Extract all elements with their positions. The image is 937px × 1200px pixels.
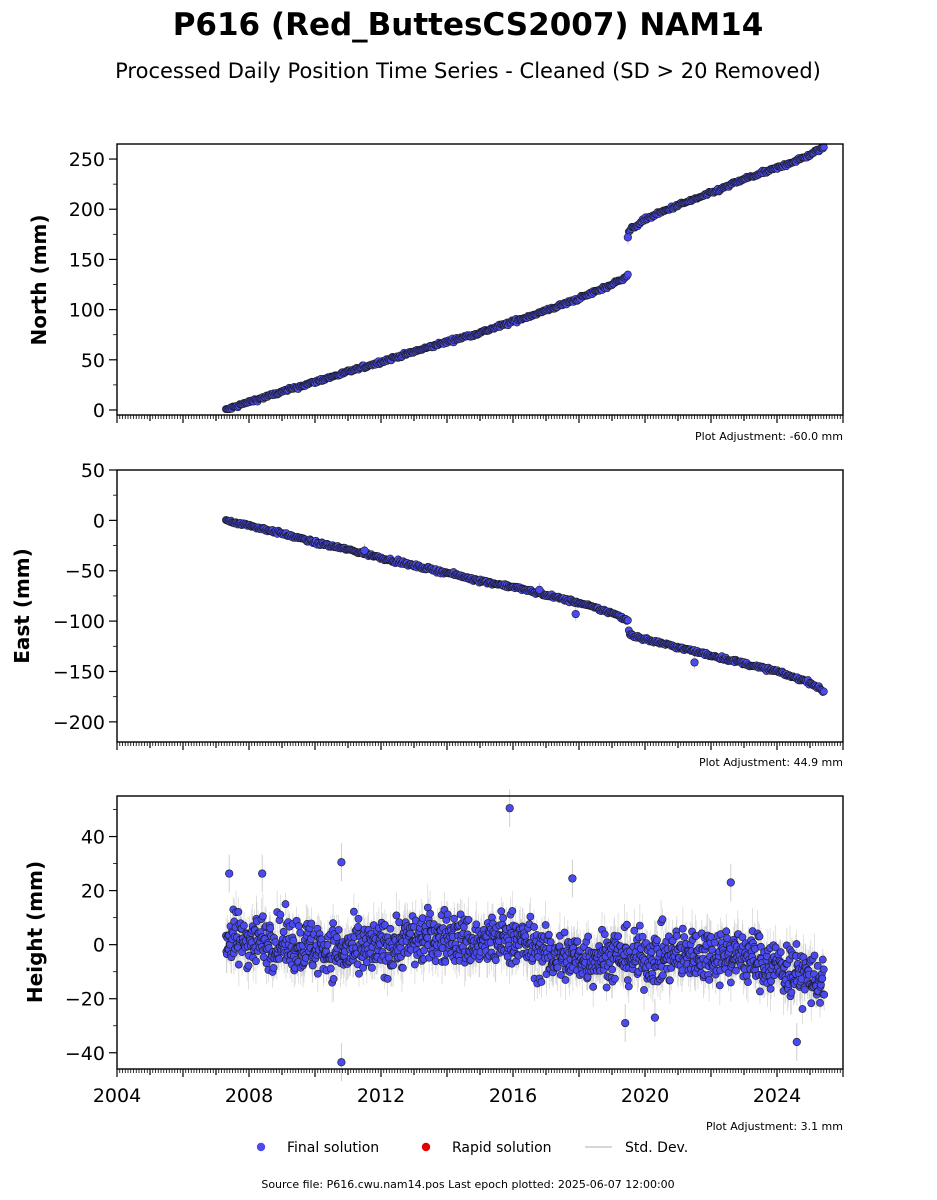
y-tick-label: −50 — [65, 561, 105, 583]
x-tick-label: 2012 — [357, 1085, 405, 1107]
2-final-solution-points — [221, 804, 829, 1067]
x-tick-label: 2024 — [753, 1085, 801, 1107]
y-tick-label: 40 — [81, 827, 105, 849]
final-point — [398, 963, 407, 972]
final-point — [326, 964, 335, 973]
final-point — [289, 936, 298, 945]
final-point — [234, 960, 243, 969]
final-point — [392, 911, 401, 920]
x-tick-label: 2008 — [225, 1085, 273, 1107]
outlier-point — [360, 546, 369, 555]
figure-subtitle: Processed Daily Position Time Series - C… — [115, 59, 821, 83]
final-point — [308, 961, 317, 970]
final-point — [294, 922, 303, 930]
y-tick-label: 20 — [81, 881, 105, 903]
east-axis-label: East (mm) — [10, 548, 34, 664]
1-final-solution-points — [221, 516, 828, 696]
final-point — [353, 960, 362, 969]
final-point — [623, 616, 632, 625]
y-tick-label: 200 — [69, 199, 105, 221]
final-point — [354, 914, 363, 923]
final-point — [307, 919, 316, 928]
y-tick-label: −100 — [53, 611, 105, 633]
final-point — [258, 912, 267, 921]
outlier-point — [571, 609, 580, 619]
east-plot-adjustment: Plot Adjustment: 44.9 mm — [699, 756, 843, 769]
y-tick-label: 0 — [93, 510, 105, 532]
final-point — [234, 907, 243, 916]
final-point — [623, 270, 632, 279]
final-point — [354, 923, 362, 931]
east-panel: 50 0 −50 −100 −150 −200 East (mm) Plot Adjust… — [10, 460, 844, 769]
y-tick-label: −150 — [53, 661, 105, 683]
x-tick-label: 2004 — [93, 1085, 141, 1107]
final-point — [281, 900, 290, 908]
final-point — [240, 921, 248, 930]
y-tick-label: 250 — [69, 149, 105, 171]
final-point — [252, 957, 260, 966]
y-tick-label: 50 — [81, 460, 105, 482]
final-point — [323, 940, 332, 949]
final-point — [266, 924, 275, 933]
final-point — [819, 687, 828, 696]
final-point — [383, 974, 392, 983]
east-plot-area: 50 0 −50 −100 −150 −200 — [53, 460, 844, 750]
y-tick-label: 150 — [69, 249, 105, 271]
final-point — [386, 924, 395, 933]
final-point — [276, 910, 285, 919]
y-tick-label: −20 — [65, 989, 105, 1011]
outlier-point — [690, 658, 699, 667]
outlier-point — [623, 233, 632, 242]
east-axes-frame — [116, 469, 844, 743]
y-tick-label: −40 — [65, 1043, 105, 1065]
north-plot-area: 0 50 100 150 200 250 — [69, 143, 844, 423]
north-axis-label: North (mm) — [27, 214, 51, 345]
final-point — [389, 961, 398, 970]
outlier-point — [535, 585, 544, 594]
final-point — [349, 907, 358, 916]
y-tick-label: 100 — [69, 300, 105, 322]
y-tick-label: 50 — [81, 350, 105, 372]
0-final-solution-points — [221, 143, 828, 414]
final-point — [313, 969, 322, 978]
final-point — [329, 919, 337, 928]
figure-title: P616 (Red_ButtesCS2007) NAM14 — [173, 7, 764, 43]
north-axes-frame — [116, 143, 844, 416]
y-tick-label: 0 — [93, 400, 105, 422]
final-point — [279, 927, 288, 936]
x-tick-label: 2020 — [621, 1085, 669, 1107]
y-tick-label: −200 — [53, 712, 105, 734]
final-point — [269, 963, 278, 972]
final-point — [329, 975, 338, 983]
final-point — [275, 954, 283, 963]
height-plot-area: 2004 2008 2012 2016 2020 2024 40 20 0 −20 −40 — [65, 789, 844, 1107]
north-plot-adjustment: Plot Adjustment: -60.0 mm — [695, 430, 843, 443]
north-panel: 0 50 100 150 200 250 North (mm) Plot Adjustme… — [27, 143, 844, 443]
final-point — [355, 969, 363, 978]
final-point — [395, 918, 404, 927]
x-tick-label: 2016 — [489, 1085, 537, 1107]
y-tick-label: 0 — [93, 935, 105, 957]
final-point — [380, 921, 389, 929]
final-point — [367, 963, 376, 972]
final-point — [334, 925, 343, 934]
final-point — [359, 963, 368, 972]
final-point — [296, 928, 305, 937]
final-point — [244, 961, 253, 970]
